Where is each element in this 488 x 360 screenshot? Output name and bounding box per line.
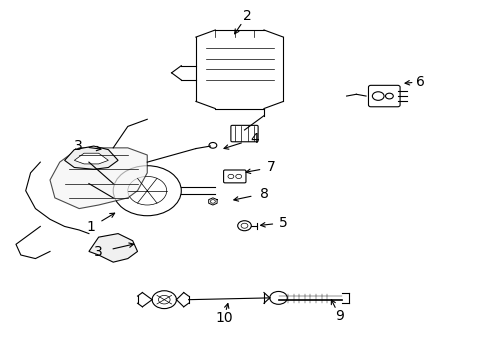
PathPatch shape: [89, 234, 137, 262]
Text: 9: 9: [334, 309, 343, 323]
FancyBboxPatch shape: [368, 85, 399, 107]
Text: 6: 6: [415, 75, 424, 89]
Text: 5: 5: [279, 216, 287, 230]
FancyBboxPatch shape: [223, 170, 245, 183]
Text: 2: 2: [242, 9, 251, 23]
FancyBboxPatch shape: [230, 125, 258, 142]
Text: 7: 7: [266, 161, 275, 175]
PathPatch shape: [64, 146, 118, 169]
Text: 3: 3: [94, 245, 103, 259]
Text: 3: 3: [74, 139, 82, 153]
Text: 1: 1: [87, 220, 96, 234]
PathPatch shape: [50, 148, 147, 208]
PathPatch shape: [74, 153, 108, 164]
Text: 4: 4: [249, 132, 258, 146]
Text: 8: 8: [259, 186, 268, 201]
Text: 10: 10: [215, 311, 232, 324]
